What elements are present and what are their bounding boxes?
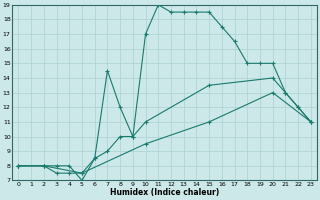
X-axis label: Humidex (Indice chaleur): Humidex (Indice chaleur) [110,188,219,197]
